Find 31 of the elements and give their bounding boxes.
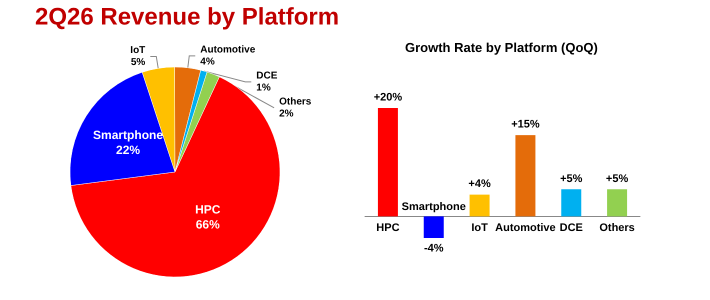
x-tick-label: Others — [599, 222, 635, 234]
data-label: 2% — [279, 108, 294, 120]
data-label: 66% — [196, 217, 220, 232]
slice-label: IoT — [130, 45, 146, 56]
data-label: +5% — [606, 172, 628, 185]
slice-label: Smartphone — [93, 128, 164, 142]
x-tick-label: HPC — [376, 222, 400, 234]
slice-label: Others — [279, 96, 312, 108]
bar — [561, 189, 582, 216]
data-label: 1% — [256, 82, 271, 94]
x-tick-label: IoT — [471, 222, 488, 234]
slice-label: Automotive — [200, 44, 256, 56]
bar — [470, 194, 490, 216]
x-tick-label: DCE — [560, 222, 583, 234]
data-label: -4% — [424, 242, 444, 254]
bar — [378, 108, 398, 216]
data-label: 5% — [130, 57, 146, 68]
data-label: +15% — [511, 118, 540, 131]
slice-label: HPC — [195, 202, 221, 216]
x-tick-label: Automotive — [495, 222, 556, 234]
data-label: +4% — [468, 178, 491, 190]
bar — [607, 189, 628, 216]
bar — [424, 216, 444, 238]
slice-label: DCE — [256, 70, 278, 82]
data-label: 22% — [116, 142, 140, 157]
chart-title: 2Q26 Revenue by Platform — [35, 4, 340, 30]
bar — [515, 135, 536, 216]
chart-title: Growth Rate by Platform (QoQ) — [405, 40, 598, 55]
data-label: +5% — [560, 172, 583, 185]
data-label: +20% — [374, 92, 402, 104]
data-label: 4% — [200, 56, 215, 68]
